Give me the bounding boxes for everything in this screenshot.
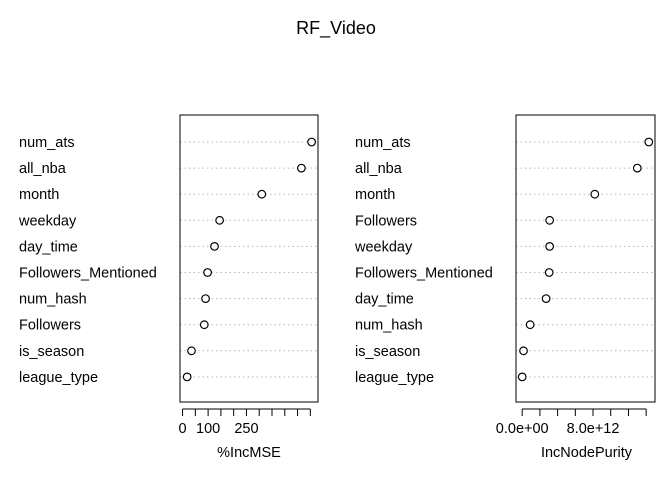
plot-frame bbox=[515, 114, 656, 403]
data-point bbox=[519, 346, 528, 356]
data-point bbox=[517, 372, 527, 382]
category-label: league_type bbox=[19, 370, 98, 386]
category-label: month bbox=[19, 187, 59, 203]
category-label: num_ats bbox=[19, 135, 75, 151]
x-tick-label: 250 bbox=[234, 421, 258, 437]
data-point bbox=[545, 241, 555, 251]
data-point bbox=[210, 241, 219, 251]
data-point bbox=[541, 294, 551, 304]
category-label: day_time bbox=[355, 292, 414, 308]
plot-frame bbox=[179, 114, 319, 403]
category-label: weekday bbox=[18, 213, 77, 229]
category-label: Followers_Mentioned bbox=[19, 266, 157, 282]
data-point bbox=[257, 189, 267, 199]
x-tick-label: 100 bbox=[196, 421, 220, 437]
data-point bbox=[545, 215, 555, 225]
category-label: is_season bbox=[19, 344, 84, 360]
data-point bbox=[215, 215, 225, 225]
data-point bbox=[307, 137, 317, 147]
category-label: num_ats bbox=[355, 135, 411, 151]
data-point bbox=[544, 268, 554, 277]
category-label: day_time bbox=[19, 239, 78, 255]
category-label: num_hash bbox=[355, 318, 423, 334]
data-point bbox=[296, 163, 306, 173]
category-label: league_type bbox=[355, 370, 434, 386]
category-label: month bbox=[355, 187, 395, 203]
category-label: is_season bbox=[355, 344, 420, 360]
data-point bbox=[201, 294, 210, 304]
category-label: weekday bbox=[354, 239, 413, 255]
category-label: Followers_Mentioned bbox=[355, 266, 493, 282]
data-point bbox=[525, 320, 535, 330]
x-tick-label: 0.0e+00 bbox=[496, 421, 549, 437]
chart-title: RF_Video bbox=[296, 18, 376, 39]
data-point bbox=[182, 372, 192, 382]
data-point bbox=[632, 163, 642, 173]
category-label: num_hash bbox=[19, 292, 87, 308]
data-point bbox=[203, 268, 213, 277]
x-tick-label: 8.0e+12 bbox=[567, 421, 620, 437]
category-label: Followers bbox=[19, 318, 81, 334]
x-tick-label: 0 bbox=[179, 421, 187, 437]
data-point bbox=[187, 346, 196, 356]
category-label: Followers bbox=[355, 213, 417, 229]
data-point bbox=[590, 189, 600, 199]
category-label: all_nba bbox=[355, 161, 403, 177]
x-axis-title: %IncMSE bbox=[217, 445, 281, 461]
data-point bbox=[644, 137, 654, 147]
category-label: all_nba bbox=[19, 161, 67, 177]
data-point bbox=[199, 320, 209, 330]
x-axis-title: IncNodePurity bbox=[541, 445, 633, 461]
